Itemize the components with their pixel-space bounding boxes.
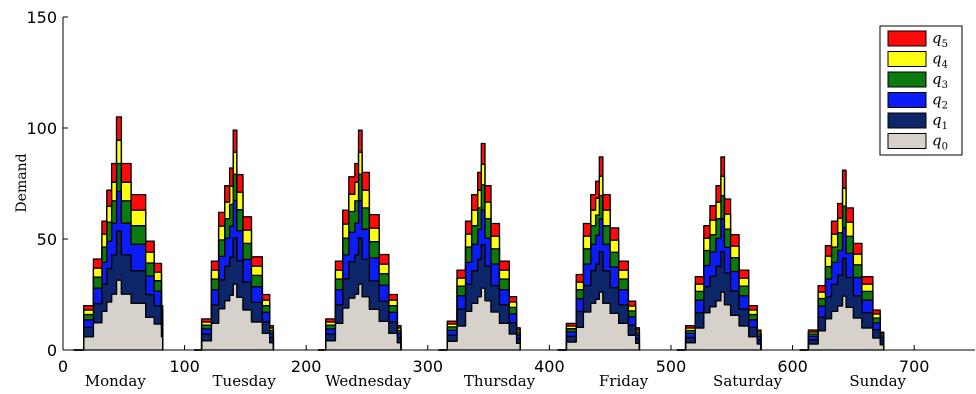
legend-swatch-q2 xyxy=(887,92,927,108)
x-tick-label: 600 xyxy=(777,357,808,376)
day-area-sunday xyxy=(799,169,885,351)
legend-subscript: 2 xyxy=(942,101,948,112)
legend-swatch-q5 xyxy=(887,30,927,47)
day-area-friday xyxy=(557,156,641,351)
x-tick-label: 700 xyxy=(899,357,930,376)
day-area-tuesday xyxy=(193,129,275,351)
y-tick-label: 150 xyxy=(26,8,57,27)
legend-swatch-q3 xyxy=(887,71,927,88)
day-label-friday: Friday xyxy=(599,372,649,390)
legend-subscript: 0 xyxy=(942,142,948,153)
y-tick-label: 0 xyxy=(47,341,57,360)
x-tick-label: 0 xyxy=(58,357,68,376)
legend-subscript: 4 xyxy=(942,60,948,71)
day-area-thursday xyxy=(438,142,521,351)
x-ticks: 0 100 200 300 400 500 600 700 xyxy=(58,345,930,376)
day-area-monday xyxy=(73,116,164,351)
legend-subscript: 5 xyxy=(942,39,948,50)
day-labels: Monday Tuesday Wednesday Thursday Friday Satu… xyxy=(85,372,907,390)
legend-swatch-q0 xyxy=(887,133,927,149)
legend-subscript: 1 xyxy=(942,121,948,132)
legend-swatch-q4 xyxy=(887,51,927,67)
day-area-saturday xyxy=(676,156,762,351)
y-tick-label: 100 xyxy=(26,119,57,138)
x-tick-label: 500 xyxy=(656,357,687,376)
legend-subscript: 3 xyxy=(942,80,948,91)
day-label-monday: Monday xyxy=(85,372,147,390)
x-tick-label: 100 xyxy=(169,357,200,376)
x-tick-label: 300 xyxy=(413,357,444,376)
stacked-area-layers xyxy=(73,116,885,351)
y-tick-label: 50 xyxy=(37,230,57,249)
day-label-saturday: Saturday xyxy=(713,372,783,390)
day-area-wednesday xyxy=(317,129,402,351)
y-ticks: 0 50 100 150 xyxy=(26,8,68,360)
day-label-sunday: Sunday xyxy=(849,372,906,390)
day-label-wednesday: Wednesday xyxy=(325,372,411,390)
x-tick-label: 200 xyxy=(291,357,322,376)
day-label-thursday: Thursday xyxy=(464,372,536,390)
day-label-tuesday: Tuesday xyxy=(213,372,277,390)
y-axis-label: Demand xyxy=(14,153,30,212)
x-tick-label: 400 xyxy=(534,357,565,376)
legend-swatch-q1 xyxy=(887,112,927,129)
